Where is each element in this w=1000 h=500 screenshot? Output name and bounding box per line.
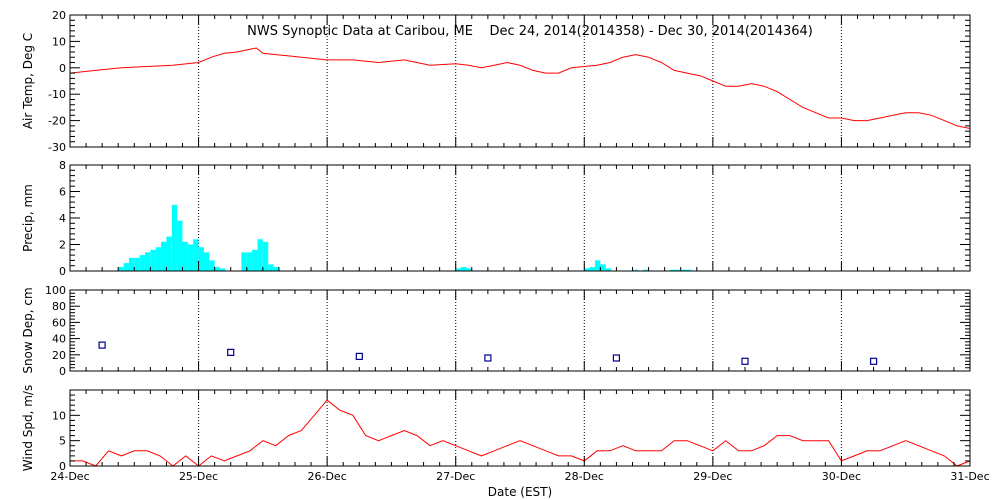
y-tick-label: 0 — [59, 265, 66, 278]
precip-bar — [670, 269, 676, 271]
precip-bar — [241, 252, 247, 271]
precip-bar — [155, 247, 162, 271]
precip-bar — [166, 236, 172, 271]
precip-bar — [118, 267, 124, 271]
precip-bar — [134, 257, 140, 272]
precip-bar — [262, 241, 269, 271]
x-tick-label: 30-Dec — [822, 470, 861, 483]
snow-depth-point — [612, 354, 621, 362]
precip-bar — [177, 220, 183, 271]
precip-bar — [605, 268, 612, 271]
x-tick-label: 24-Dec — [50, 470, 89, 483]
precip-bar — [632, 269, 638, 271]
precip-bar — [150, 249, 156, 271]
y-axis-label: Snow Dep, cm — [21, 287, 35, 373]
precip-bar — [203, 252, 210, 271]
precip-bar — [595, 260, 601, 271]
snow-depth-point — [484, 354, 492, 362]
y-tick-label: 6 — [59, 186, 66, 199]
precip-bar — [209, 260, 215, 271]
y-axis-label: Air Temp, Deg C — [21, 33, 35, 129]
precip-bar — [187, 244, 194, 271]
panel-frame — [69, 389, 971, 467]
y-tick-label: 0 — [59, 365, 66, 378]
precip-bar — [466, 268, 472, 271]
y-tick-label: 2 — [59, 239, 66, 252]
y-tick-label: 0 — [59, 62, 66, 75]
panel-wind: 0 5 10 Wind Spd, m/s 24-Dec 25-Dec 26-Dec 27-De… — [21, 385, 990, 483]
panel-snow: 0 20 40 60 80 100 Snow Dep, cm — [21, 284, 971, 378]
snow-depth-point — [741, 357, 749, 365]
precip-bar — [252, 249, 258, 271]
y-tick-label: 0 — [59, 460, 66, 473]
chart-title: NWS Synoptic Data at Caribou, ME Dec 24,… — [247, 24, 813, 39]
y-tick-label: 20 — [52, 9, 66, 22]
panel-precip: 0 2 4 6 8 Precip, mm — [21, 159, 971, 278]
precip-bar — [268, 264, 274, 271]
panel-temp: -30 -20 -10 0 10 20 Air Temp, Deg C — [21, 9, 971, 154]
x-tick-label: 31-Dec — [950, 470, 989, 483]
temp-series-line — [69, 47, 971, 129]
x-axis-label: Date (EST) — [488, 485, 552, 499]
snow-depth-point — [227, 348, 235, 356]
x-tick-label: 28-Dec — [565, 470, 604, 483]
x-tick-label: 29-Dec — [693, 470, 732, 483]
y-tick-label: 100 — [45, 284, 66, 297]
x-tick-label: 25-Dec — [179, 470, 218, 483]
precip-bar — [171, 204, 178, 272]
y-tick-label: 8 — [59, 159, 66, 172]
y-tick-label: 10 — [52, 35, 66, 48]
precip-bar — [589, 267, 595, 271]
y-tick-label: -30 — [48, 141, 66, 154]
precip-bar — [161, 241, 167, 271]
y-tick-label: -10 — [48, 88, 66, 101]
snow-depth-point — [869, 357, 878, 365]
precip-bar — [139, 255, 145, 271]
precip-bar — [220, 268, 226, 271]
precip-bar — [461, 267, 467, 271]
precip-bar — [257, 239, 263, 271]
precip-bar — [145, 252, 151, 271]
precip-bar — [455, 268, 462, 271]
y-tick-label: 5 — [59, 435, 66, 448]
precip-bar — [686, 269, 692, 271]
precip-bar — [214, 267, 220, 271]
precip-bar — [584, 268, 590, 271]
precip-bar — [246, 252, 253, 271]
x-tick-label: 26-Dec — [308, 470, 347, 483]
panel-frame — [69, 289, 971, 372]
precip-bar — [198, 247, 204, 271]
precip-bar — [675, 269, 681, 271]
precip-bar — [123, 263, 129, 271]
y-tick-label: 40 — [52, 333, 66, 346]
precip-bar — [273, 267, 279, 271]
y-tick-label: 10 — [52, 409, 66, 422]
wind-series-line — [70, 399, 971, 467]
precip-bar — [600, 264, 606, 271]
precip-bar — [643, 269, 649, 271]
snow-depth-point — [355, 352, 363, 360]
x-tick-label: 27-Dec — [436, 470, 475, 483]
chart-panels: -30 -20 -10 0 10 20 Air Temp, Deg C 0 2 4 6 8 Precip… — [21, 9, 990, 483]
snow-depth-point — [98, 341, 106, 349]
y-axis-label: Precip, mm — [21, 184, 35, 252]
precip-bar — [182, 241, 188, 271]
precip-bar — [128, 257, 135, 272]
y-tick-label: 20 — [52, 349, 66, 362]
y-tick-label: 80 — [52, 300, 66, 313]
y-tick-label: 60 — [52, 316, 66, 329]
y-tick-label: -20 — [48, 115, 66, 128]
precip-bar — [193, 239, 199, 271]
y-axis-label: Wind Spd, m/s — [21, 385, 35, 471]
precip-bar — [680, 269, 687, 271]
y-tick-label: 4 — [59, 212, 66, 225]
